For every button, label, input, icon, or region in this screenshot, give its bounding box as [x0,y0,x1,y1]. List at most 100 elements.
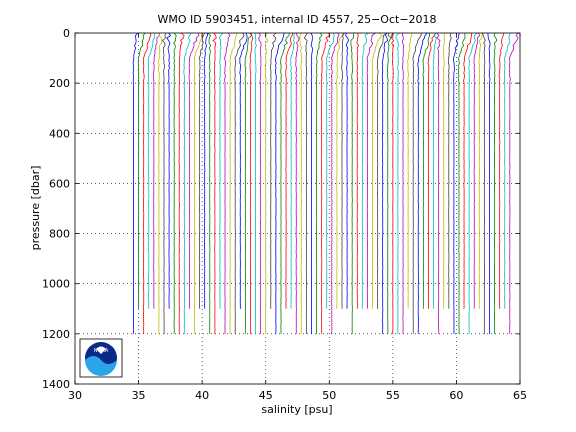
salinity-profile [487,32,491,334]
x-tick-label: 65 [513,389,527,402]
x-tick-label: 55 [386,389,400,402]
plot-area [74,32,521,385]
x-tick-label: 40 [195,389,209,402]
x-tick-label: 60 [449,389,463,402]
y-tick-label: 600 [49,177,70,190]
y-tick-label: 1400 [42,378,70,391]
salinity-profile [402,32,405,334]
x-tick-label: 35 [132,389,146,402]
y-tick-label: 800 [49,228,70,241]
salinity-profile [229,32,238,334]
salinity-profile [158,32,163,334]
salinity-profile [422,32,431,309]
salinity-profile [386,32,392,334]
salinity-profile [264,32,269,334]
x-tick-label: 45 [259,389,273,402]
salinity-profile [493,32,498,334]
salinity-profile [161,32,167,334]
salinity-profile [458,32,466,334]
noaa-logo: NOAA [79,338,123,378]
salinity-profile [407,32,413,309]
salinity-profile [303,32,308,334]
salinity-profile [447,32,452,309]
salinity-profile [290,32,295,309]
salinity-profile [335,32,344,309]
salinity-profile [453,32,460,334]
salinity-profile [285,32,294,309]
salinity-profile [463,32,473,309]
salinity-profile [239,32,248,309]
salinity-profile [258,32,262,334]
salinity-profile [249,32,254,334]
y-tick-label: 0 [63,27,70,40]
y-tick-label: 1000 [42,278,70,291]
salinity-profile [436,32,441,334]
salinity-profile [320,32,331,334]
salinity-profile [142,32,152,334]
salinity-profile [274,32,285,334]
salinity-profile [224,32,231,334]
salinity-profile [295,32,300,334]
salinity-profile [395,32,400,334]
salinity-profile [132,32,139,334]
salinity-profile [478,32,484,309]
salinity-profile [345,32,349,309]
x-axis: 30 35 40 45 50 55 60 65 [68,33,527,402]
salinity-profile [212,32,217,334]
x-tick-label: 30 [68,389,82,402]
salinity-profile [269,32,277,309]
salinity-profile [178,32,185,334]
salinity-profile [498,32,505,309]
salinity-profile [183,32,192,334]
salinity-profile [376,32,388,309]
salinity-profile [244,32,253,334]
salinity-profile [508,32,519,334]
y-axis-label: pressure [dbar] [29,166,42,251]
salinity-profile [188,32,200,309]
salinity-profile [412,33,422,334]
x-tick-label: 50 [322,389,336,402]
noaa-logo-text: NOAA [94,348,109,354]
salinity-profile [234,32,245,334]
salinity-profile [207,32,212,334]
salinity-profile [330,32,340,334]
salinity-profile [503,32,511,309]
salinity-profile [341,32,345,309]
salinity-profile [193,32,203,334]
chart-title: WMO ID 5903451, internal ID 4557, 25−Oct… [157,13,436,26]
x-axis-label: salinity [psu] [261,403,332,416]
y-tick-label: 200 [49,77,70,90]
salinity-profile [203,32,209,309]
salinity-profile [280,32,290,334]
salinity-profile [473,32,481,309]
y-axis: 0 200 400 600 800 1000 1200 1400 [42,27,520,391]
salinity-profile [254,32,257,334]
salinity-profile [310,32,313,334]
profile-series [132,32,519,334]
salinity-profile [218,32,224,309]
salinity-profile [152,32,160,309]
salinity-profile [371,32,383,309]
salinity-profile [390,32,395,334]
salinity-profile [147,32,156,309]
salinity-profile [442,32,446,309]
salinity-profile [361,32,369,309]
salinity-profile [468,32,478,334]
salinity-profile [137,32,146,309]
salinity-profile [299,32,303,334]
salinity-profile [173,32,177,334]
salinity-profile [356,32,360,309]
salinity-profile [198,32,206,309]
salinity-profile [427,32,436,309]
y-tick-label: 1200 [42,328,70,341]
salinity-profile [350,32,355,334]
salinity-profile [417,32,428,334]
salinity-profile [315,32,323,334]
salinity-profile [381,32,389,334]
salinity-profile [166,32,172,309]
y-tick-label: 400 [49,127,70,140]
salinity-profile [432,32,437,309]
salinity-profile [325,32,335,309]
salinity-profile [482,32,486,334]
